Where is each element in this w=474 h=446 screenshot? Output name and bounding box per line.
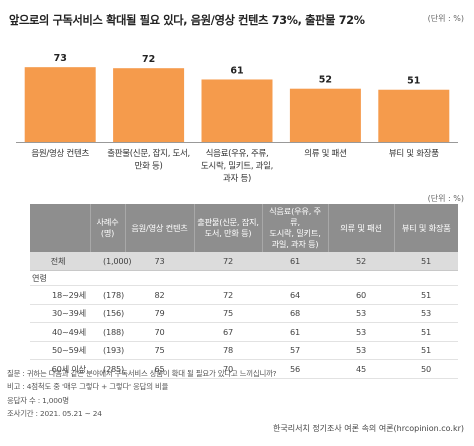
row-value: 78 xyxy=(194,341,262,360)
category-label: 의류 및 패션 xyxy=(304,148,346,159)
row-value: 53 xyxy=(328,322,394,342)
table-header-text: 의류 및 패션 xyxy=(340,222,382,233)
table-header-cell: 출판물(신문, 잡지, 도서, 만화 등) xyxy=(193,204,262,252)
row-value: 53 xyxy=(394,304,458,323)
bar xyxy=(378,89,450,142)
table-row: 40~49세 (188) 70 67 61 53 51 xyxy=(30,322,458,342)
row-value: 65 xyxy=(125,359,194,379)
category-label: 음원/영상 컨텐츠 xyxy=(31,148,89,159)
row-value: 75 xyxy=(125,341,194,360)
row-value: 56 xyxy=(262,359,328,379)
row-value: 82 xyxy=(125,285,194,305)
note-period: 조사기간 : 2021. 05.21 ~ 24 xyxy=(7,409,102,419)
bar-value-label: 51 xyxy=(407,76,420,87)
total-label: 전체 xyxy=(30,252,90,271)
total-value: 52 xyxy=(328,252,394,271)
footnotes: 질문 : 귀하는 다음과 같은 분야에서 구독서비스 상품이 확대 될 필요가 … xyxy=(7,367,277,421)
total-value: 61 xyxy=(262,252,328,271)
bar-chart: 73 음원/영상 컨텐츠 72 출판물(신문, 잡지, 도서, 만화 등) 61 식음료(우… xyxy=(16,53,458,184)
table-header-text: 도시락, 밀키트, xyxy=(269,228,321,238)
table-group-row: 연령 xyxy=(30,270,458,286)
bar-value-label: 52 xyxy=(319,75,332,86)
row-value: 79 xyxy=(125,304,194,323)
row-value: 53 xyxy=(328,341,394,360)
table-row: 60세 이상 (285) 65 70 56 45 50 xyxy=(30,359,458,379)
row-value: 60 xyxy=(328,285,394,305)
bar-value-label: 61 xyxy=(230,65,243,76)
bar xyxy=(201,79,273,142)
bar xyxy=(24,67,96,142)
table-header-text: 과일, 과자 등) xyxy=(271,239,319,249)
row-value: 51 xyxy=(394,341,458,360)
note-remark: 비고 : 4점척도 중 '매우 그렇다 + 그렇다' 응답의 비율 xyxy=(7,382,169,392)
note-question: 질문 : 귀하는 다음과 같은 분야에서 구독서비스 상품이 확대 될 필요가 … xyxy=(7,369,277,378)
row-label: 60세 이상 xyxy=(30,359,90,379)
table-header-cell: 의류 및 패션 xyxy=(327,204,394,252)
total-value: 72 xyxy=(194,252,262,271)
row-sample-size: (188) xyxy=(90,322,125,342)
row-value: 64 xyxy=(262,285,328,305)
table-header-text: 뷰티 및 화장품 xyxy=(401,222,451,233)
row-label: 50~59세 xyxy=(30,341,90,360)
row-sample-size: (285) xyxy=(90,359,125,379)
table-header-text: 음원/영상 컨텐츠 xyxy=(131,222,188,233)
bar xyxy=(289,88,361,142)
row-sample-size: (178) xyxy=(90,285,125,305)
table-header-text: 출판물(신문, 잡지, xyxy=(197,217,259,227)
row-label: 18~29세 xyxy=(30,285,90,305)
source-credit: 한국리서치 정기조사 여론 속의 여론(hrcopinion.co.kr) xyxy=(272,424,464,433)
note-respondents: 응답자 수 : 1,000명 xyxy=(7,395,69,405)
table-header-cell: 사례수 (명) xyxy=(89,204,125,252)
table-header-corner xyxy=(30,204,90,252)
table-unit-label: (단위 : %) xyxy=(427,194,464,203)
total-sample-size: (1,000) xyxy=(90,252,132,271)
row-value: 57 xyxy=(262,341,328,360)
table-header-text: 사례수 xyxy=(96,217,119,227)
table-row: 18~29세 (178) 82 72 64 60 51 xyxy=(30,285,458,305)
age-breakdown-table: 사례수 (명) 음원/영상 컨텐츠 출판물(신문, 잡지, 도서, 만화 등) 식음… xyxy=(30,204,458,379)
bar xyxy=(113,68,185,142)
table-header-text: (명) xyxy=(100,228,115,238)
row-value: 51 xyxy=(394,285,458,305)
row-label: 30~39세 xyxy=(30,304,90,323)
row-value: 72 xyxy=(194,285,262,305)
bar-value-label: 73 xyxy=(54,53,67,64)
row-sample-size: (156) xyxy=(90,304,125,323)
row-value: 51 xyxy=(394,322,458,342)
table-header-cell: 식음료(우유, 주류, 도시락, 밀키트, 과일, 과자 등) xyxy=(261,204,328,252)
row-value: 70 xyxy=(194,359,262,379)
category-label: 뷰티 및 화장품 xyxy=(389,148,439,159)
table-header-cell: 음원/영상 컨텐츠 xyxy=(124,204,194,252)
row-value: 75 xyxy=(194,304,262,323)
row-value: 50 xyxy=(394,359,458,379)
category-label: 출판물(신문, 잡지, 도서, 만화 등) xyxy=(107,148,190,172)
chart-unit-label: (단위 : %) xyxy=(427,14,464,23)
category-label: 식음료(우유, 주류, 도시락, 밀키트, 과일, 과자 등) xyxy=(201,149,273,184)
table-header-row: 사례수 (명) 음원/영상 컨텐츠 출판물(신문, 잡지, 도서, 만화 등) 식음… xyxy=(30,204,458,252)
row-sample-size: (193) xyxy=(90,341,125,360)
table-row: 50~59세 (193) 75 78 57 53 51 xyxy=(30,341,458,360)
bar-value-label: 72 xyxy=(142,54,155,65)
row-value: 45 xyxy=(328,359,394,379)
table-row: 30~39세 (156) 79 75 68 53 53 xyxy=(30,304,458,323)
row-value: 61 xyxy=(262,322,328,342)
table-header-cell: 뷰티 및 화장품 xyxy=(393,204,458,252)
total-value: 51 xyxy=(394,252,458,271)
row-value: 70 xyxy=(125,322,194,342)
group-label-age: 연령 xyxy=(30,270,458,286)
chart-title: 앞으로의 구독서비스 확대될 필요 있다, 음원/영상 컨텐츠 73%, 출판물… xyxy=(9,14,365,27)
table-total-row: 전체 (1,000) 73 72 61 52 51 xyxy=(30,252,458,271)
total-value: 73 xyxy=(125,252,194,271)
table-header-text: 도서, 만화 등) xyxy=(204,228,252,238)
row-value: 53 xyxy=(328,304,394,323)
table-header-text: 식음료(우유, 주류, xyxy=(269,206,321,227)
row-value: 68 xyxy=(262,304,328,323)
row-label: 40~49세 xyxy=(30,322,90,342)
row-value: 67 xyxy=(194,322,262,342)
